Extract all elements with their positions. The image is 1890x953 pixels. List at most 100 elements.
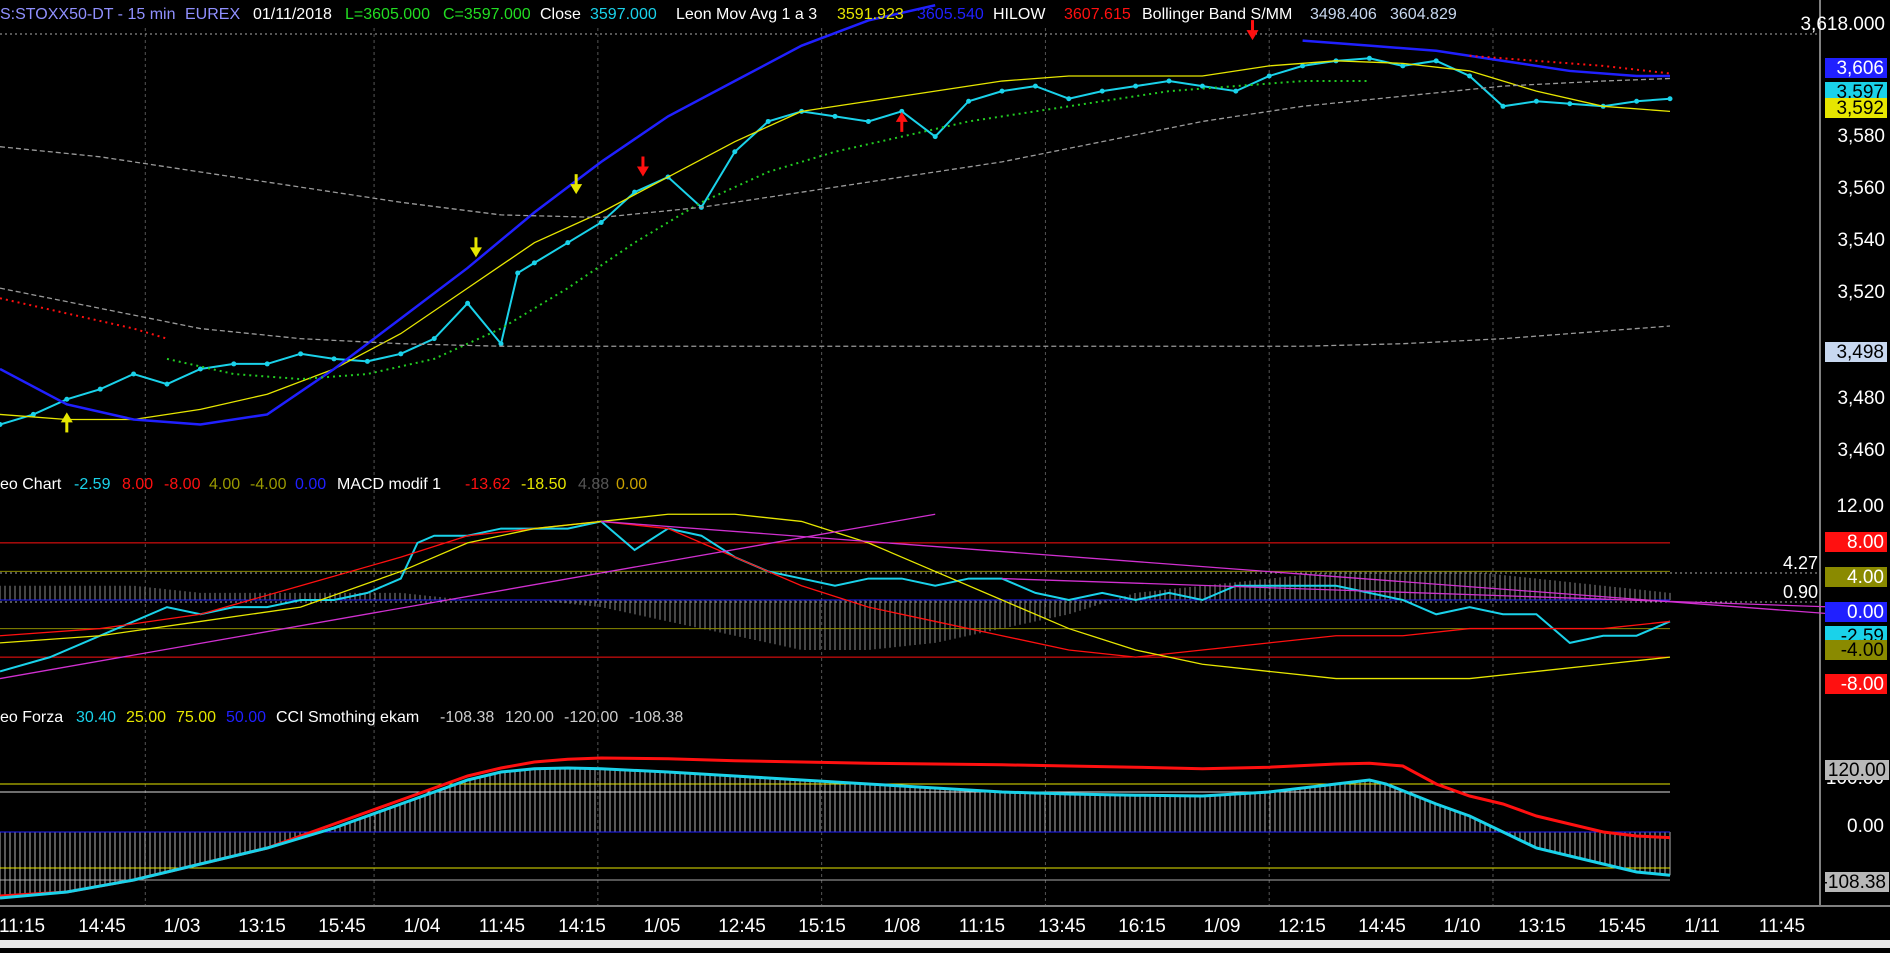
close-point <box>1066 96 1072 102</box>
cci-series-eo-forza <box>0 766 1671 900</box>
close-point <box>966 98 972 104</box>
cci-tick-label: 0.00 <box>1847 816 1884 837</box>
time-tick-label: 1/09 <box>1204 916 1241 937</box>
close-point <box>431 336 437 342</box>
close-point <box>765 118 771 124</box>
hilow-value: 3607.615 <box>1064 6 1131 23</box>
macd-tick-label: 12.00 <box>1836 496 1884 517</box>
time-tick-label: 1/05 <box>644 916 681 937</box>
macd-badge-label: -8.00 <box>1841 674 1884 695</box>
cci-v4: 50.00 <box>226 709 266 726</box>
price-series-leon-mov-avg-1-a-3 <box>0 60 1671 421</box>
price-header: S:STOXX50-DT - 15 min EUREX 01/11/2018 L… <box>0 6 1457 23</box>
time-tick-label: 13:45 <box>1038 916 1086 937</box>
date-label: 01/11/2018 <box>253 6 332 23</box>
close-point <box>1467 73 1473 79</box>
exchange-label: EUREX <box>185 6 240 23</box>
histograms <box>0 571 1671 898</box>
time-tick-label: 15:45 <box>318 916 366 937</box>
cci-v6: 120.00 <box>505 709 554 726</box>
time-tick-label: 14:45 <box>1358 916 1406 937</box>
cci-badge: -108.38 <box>1822 872 1889 893</box>
time-tick-label: 11:45 <box>479 916 525 937</box>
cci-v3: 75.00 <box>176 709 216 726</box>
cci-series-cci-smothing-ekam <box>0 756 1671 898</box>
close-point <box>1667 96 1673 102</box>
close-point <box>515 270 521 276</box>
close-word: Close <box>540 6 581 23</box>
cci-badge-label: 120.00 <box>1828 760 1886 781</box>
close-point <box>565 240 571 246</box>
price-tick-label: 3,560 <box>1837 178 1885 199</box>
cci-name2: CCI Smothing ekam <box>276 709 419 726</box>
macd-badge-label: 4.00 <box>1847 567 1884 588</box>
ma-name: Leon Mov Avg 1 a 3 <box>676 6 817 23</box>
close-point <box>1266 73 1272 79</box>
close-point <box>264 361 270 367</box>
time-tick-label: 12:45 <box>718 916 766 937</box>
close-point <box>1133 83 1139 89</box>
time-tick-label: 12:15 <box>1278 916 1326 937</box>
close-point <box>1099 88 1105 94</box>
close-point <box>865 118 871 124</box>
time-tick-label: 13:15 <box>238 916 286 937</box>
price-badge-label: 3,597 <box>1836 82 1884 103</box>
time-tick-label: 15:15 <box>798 916 846 937</box>
close-value-label: C=3597.000 <box>443 6 531 23</box>
close-point <box>131 371 137 377</box>
close-point <box>331 356 337 362</box>
close-point <box>498 341 504 347</box>
time-tick-label: 11:15 <box>0 916 45 937</box>
macd-v5: -4.00 <box>250 476 287 493</box>
macd-badge: 8.00 <box>1825 532 1887 553</box>
time-tick-label: 11:15 <box>959 916 1005 937</box>
macd-series-eo-chart <box>0 520 1671 673</box>
price-series-hilow-trail <box>1302 39 1670 78</box>
close-value: 3597.000 <box>590 6 657 23</box>
close-point <box>364 358 370 364</box>
bb-value2: 3604.829 <box>1390 6 1457 23</box>
price-series-bollinger-lower-2 <box>0 287 1671 347</box>
close-point <box>932 134 938 140</box>
macd-series-macd-modif-1 <box>0 520 1671 658</box>
macd-v8: -18.50 <box>521 476 566 493</box>
close-point <box>1032 83 1038 89</box>
price-badge: 3,597 <box>1825 82 1887 103</box>
close-point <box>832 113 838 119</box>
price-badge: 3,592 <box>1825 98 1887 119</box>
price-series-close <box>0 57 1671 426</box>
macd-badge-label: 0.00 <box>1847 602 1884 623</box>
bb-value1: 3498.406 <box>1310 6 1377 23</box>
macd-series-trend-down-2 <box>1001 577 1838 608</box>
time-tick-label: 14:15 <box>558 916 606 937</box>
macd-name2: MACD modif 1 <box>337 476 441 493</box>
price-tick-label: 3,460 <box>1837 440 1885 461</box>
macd-v1: -2.59 <box>74 476 111 493</box>
price-tick-label: 3,618.000 <box>1800 14 1885 35</box>
axis-labels: 3,618.000 3,580 3,560 3,540 3,520 3,480 3,460 3… <box>0 14 1889 937</box>
price-series-bollinger-mid <box>166 80 1370 381</box>
price-badge-label: 3,498 <box>1836 342 1884 363</box>
close-point <box>1233 88 1239 94</box>
price-tick-label: 3,540 <box>1837 230 1885 251</box>
close-point <box>1166 78 1172 84</box>
close-point <box>1634 98 1640 104</box>
bb-name: Bollinger Band S/MM <box>1142 6 1292 23</box>
low-label: L=3605.000 <box>345 6 430 23</box>
time-tick-label: 15:45 <box>1598 916 1646 937</box>
macd-v7: -13.62 <box>465 476 510 493</box>
close-point <box>0 422 3 428</box>
cci-header: eo Forza 30.40 25.00 75.00 50.00 CCI Smo… <box>0 709 683 726</box>
close-point <box>298 351 304 357</box>
macd-badge: -4.00 <box>1825 640 1887 661</box>
close-point <box>30 411 36 417</box>
macd-badge: -8.00 <box>1825 674 1887 695</box>
macd-badge: 4.00 <box>1825 567 1887 588</box>
close-point <box>598 219 604 225</box>
hilow-name: HILOW <box>993 6 1046 23</box>
signal-arrows <box>60 20 1259 433</box>
close-point <box>899 108 905 114</box>
macd-v3: -8.00 <box>164 476 201 493</box>
